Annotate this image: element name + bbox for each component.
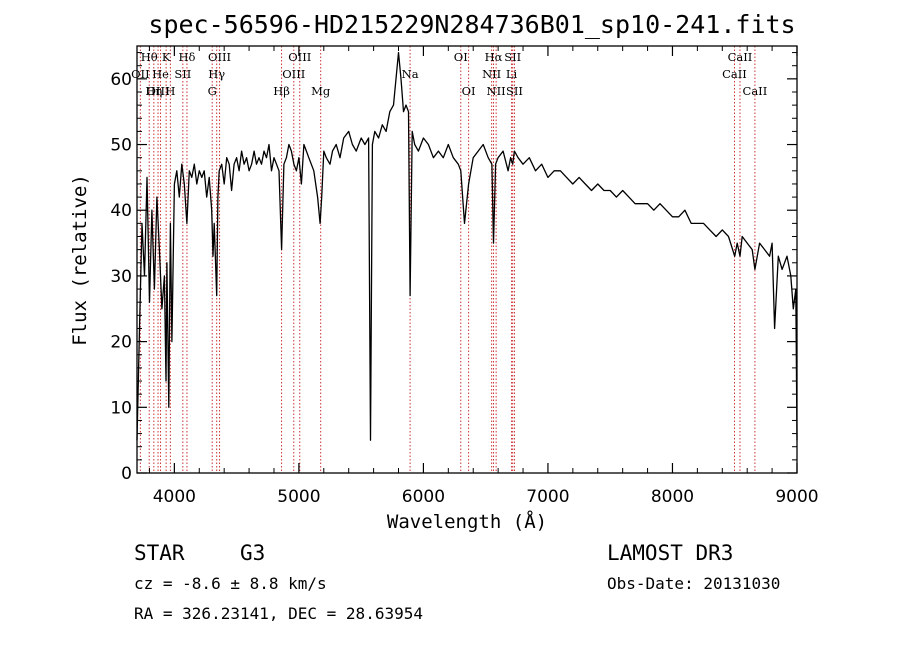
x-tick-label: 6000 (402, 487, 445, 507)
spectral-line-label: G (208, 84, 217, 98)
x-axis-ticks: 4000 5000 6000 7000 8000 9000 (148, 46, 819, 507)
y-tick-label: 0 (121, 464, 132, 484)
spectral-line-label: SII (174, 67, 191, 81)
x-tick-label: 8000 (651, 487, 694, 507)
spectrum-series-line (136, 51, 798, 441)
y-tick-label: 50 (110, 136, 132, 156)
y-tick-label: 30 (110, 267, 132, 287)
spectral-line-label: OIII (147, 84, 170, 98)
spectral-line-label: Mg (311, 84, 331, 98)
spectral-line-label: Hδ (178, 50, 195, 64)
spectral-line-label: SII (506, 84, 523, 98)
object-type: STAR (134, 541, 185, 565)
redshift-cz: cz = -8.6 ± 8.8 km/s (134, 574, 327, 593)
y-tick-label: 60 (110, 70, 132, 90)
spectral-line-label: NII (487, 84, 506, 98)
x-tick-label: 4000 (153, 487, 196, 507)
spectral-line-label: OIII (208, 50, 231, 64)
survey-name: LAMOST DR3 (607, 541, 733, 565)
object-subclass: G3 (240, 541, 265, 565)
y-axis-label: Flux (relative) (69, 174, 91, 346)
spectral-line-label: Hγ (208, 67, 225, 81)
coordinates: RA = 326.23141, DEC = 28.63954 (134, 604, 423, 623)
spectral-line-label: Na (402, 67, 419, 81)
spectral-line-label: He (152, 67, 169, 81)
spectral-line-label: Hη (145, 84, 162, 98)
spectral-line-label: H (165, 84, 175, 98)
chart-title: spec-56596-HD215229N284736B01_sp10-241.f… (148, 10, 795, 39)
spectral-line-label: Li (506, 67, 518, 81)
x-tick-label: 5000 (277, 487, 320, 507)
x-tick-label: 7000 (526, 487, 569, 507)
x-axis-label: Wavelength (Å) (387, 510, 547, 533)
y-tick-label: 20 (110, 333, 132, 353)
y-tick-label: 10 (110, 398, 132, 418)
spectral-line-label: OI (454, 50, 468, 64)
spectral-line-label: Hθ (141, 50, 158, 64)
observation-date: Obs-Date: 20131030 (607, 574, 780, 593)
spectral-line-label: SII (504, 50, 521, 64)
y-axis-ticks: 0 10 20 30 40 50 60 (110, 52, 797, 484)
spectral-line-label: CaII (728, 50, 753, 64)
spectral-line-label: OIII (282, 67, 305, 81)
spectral-line-label: OIII (288, 50, 311, 64)
spectral-line-label: Hβ (273, 84, 290, 98)
spectral-line-label: K (162, 50, 171, 64)
spectral-line-label: NII (482, 67, 501, 81)
spectral-line-label: OII (131, 67, 150, 81)
x-tick-label: 9000 (775, 487, 818, 507)
spectral-line-label: CaII (722, 67, 747, 81)
y-tick-label: 40 (110, 201, 132, 221)
spectral-line-label: OI (462, 84, 476, 98)
spectral-line-label: Hα (485, 50, 503, 64)
spectral-line-label: CaII (743, 84, 768, 98)
plot-frame (136, 45, 798, 474)
